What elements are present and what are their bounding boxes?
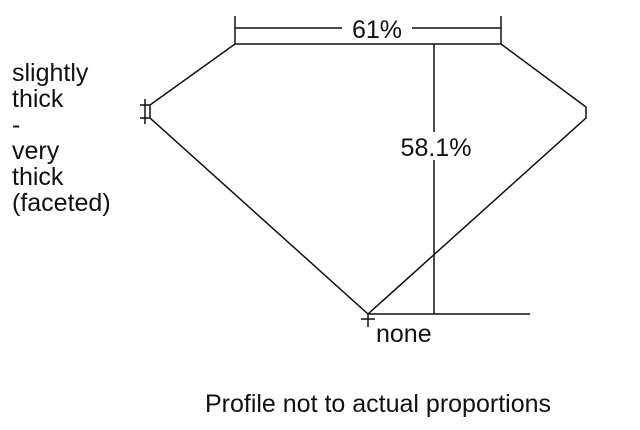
girdle-label-line: very [12,137,60,165]
girdle-label-line: thick [12,163,64,191]
girdle-label-line: - [12,111,21,139]
girdle-marker [140,99,150,124]
girdle-thickness-label: slightly thick - very thick (faceted) [12,60,111,216]
culet-marker [361,314,375,327]
culet-label: none [376,320,432,348]
caption: Profile not to actual proportions [204,390,552,418]
girdle-label-line: thick [12,85,64,113]
table-percentage: 61% [352,16,402,44]
depth-percentage: 58.1% [401,134,472,162]
gem-outline [149,43,587,316]
girdle-label-line: slightly [12,59,89,87]
girdle-label-line: (faceted) [12,189,111,217]
